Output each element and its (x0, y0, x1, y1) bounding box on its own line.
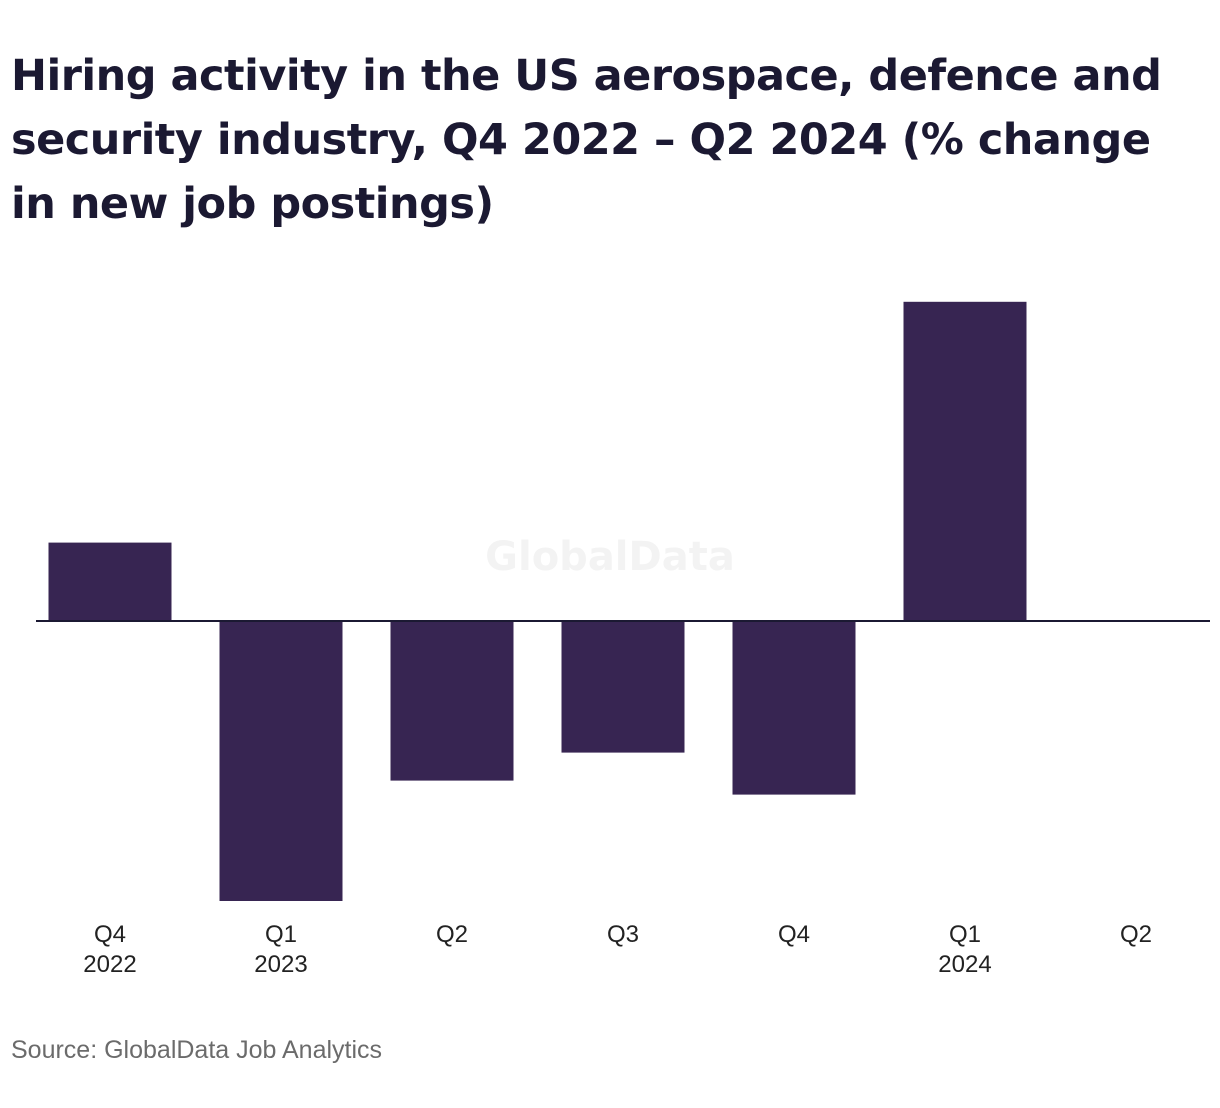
x-axis-ticks: Q4 2022 Q1 2023 Q2 Q3 Q4 Q1 2024 Q2 (83, 921, 1152, 978)
bar-q1-2023-1 (219, 621, 343, 901)
bar-q1-2024-5 (903, 301, 1027, 621)
watermark: GlobalData (485, 534, 735, 580)
tick-label-quarter: Q2 (1120, 921, 1152, 948)
tick-label-year: 2022 (83, 951, 136, 978)
chart-title: Hiring activity in the US aerospace, def… (11, 51, 1162, 229)
tick-label-quarter: Q2 (436, 921, 468, 948)
tick-label-quarter: Q4 (94, 921, 126, 948)
tick-label-quarter: Q1 (949, 921, 981, 948)
bar-q3-3 (561, 621, 685, 753)
tick-label-quarter: Q3 (607, 921, 639, 948)
bar-q4-2022-0 (48, 542, 172, 621)
tick-label-year: 2023 (254, 951, 307, 978)
bar-chart: GlobalData Q4 2022 Q1 2023 Q2 Q3 Q4 Q1 2024 Q2 (36, 301, 1210, 978)
tick-label-year: 2024 (938, 951, 991, 978)
tick-label-quarter: Q4 (778, 921, 810, 948)
bar-q4-4 (732, 621, 856, 795)
source-note: Source: GlobalData Job Analytics (11, 1036, 383, 1064)
bars (48, 301, 1027, 901)
tick-label-quarter: Q1 (265, 921, 297, 948)
bar-q2-2 (390, 621, 514, 781)
